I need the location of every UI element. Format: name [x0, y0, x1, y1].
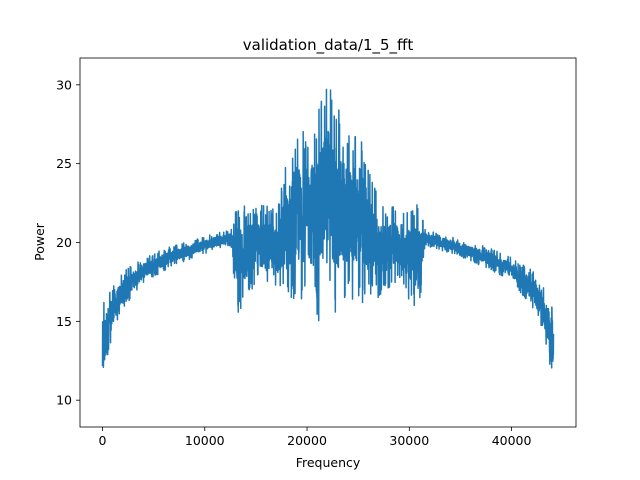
x-tick-label: 20000 [287, 433, 327, 448]
y-axis-label: Power [32, 222, 47, 261]
x-tick-label: 30000 [389, 433, 429, 448]
x-tick-label: 40000 [492, 433, 532, 448]
y-tick-label: 30 [56, 77, 72, 92]
x-axis-ticks: 0 10000 20000 30000 40000 [99, 427, 532, 448]
chart-title: validation_data/1_5_fft [243, 36, 414, 55]
y-tick-label: 15 [56, 314, 72, 329]
y-tick-label: 10 [56, 393, 72, 408]
x-tick-label: 10000 [185, 433, 225, 448]
fft-power-series-line [101, 88, 555, 369]
x-tick-label: 0 [99, 433, 107, 448]
y-tick-label: 20 [56, 235, 72, 250]
y-axis-ticks: 10 15 20 25 30 [56, 77, 80, 408]
y-tick-label: 25 [56, 156, 72, 171]
series-line-group [101, 88, 555, 369]
x-axis-label: Frequency [296, 455, 361, 470]
